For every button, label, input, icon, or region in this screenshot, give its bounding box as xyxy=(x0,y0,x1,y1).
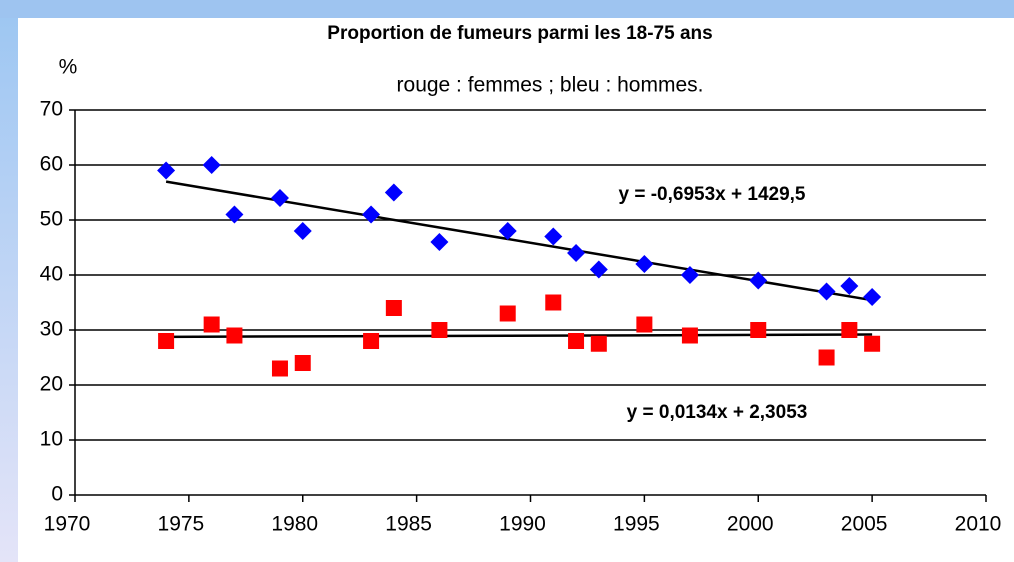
marker xyxy=(863,288,882,306)
marker xyxy=(864,335,881,352)
marker xyxy=(157,161,176,180)
marker xyxy=(270,189,289,207)
subtitle: rouge : femmes ; bleu : hommes. xyxy=(397,74,704,97)
y-tick-label: 20 xyxy=(40,373,63,396)
y-tick-label: 10 xyxy=(40,428,63,451)
marker xyxy=(362,205,381,224)
panel xyxy=(18,18,1014,562)
x-tick-label: 1970 xyxy=(44,513,91,536)
marker xyxy=(750,322,767,338)
x-tick-label: 2005 xyxy=(841,513,888,536)
x-tick-label: 1985 xyxy=(385,513,432,536)
marker xyxy=(841,322,858,338)
marker xyxy=(384,183,403,202)
marker xyxy=(680,266,699,284)
x-tick-label: 2000 xyxy=(727,513,774,536)
marker xyxy=(545,294,562,311)
marker xyxy=(158,333,175,349)
y-tick-label: 50 xyxy=(40,208,63,231)
y-axis-label: % xyxy=(59,56,78,79)
marker xyxy=(430,233,449,251)
chart-title: Proportion de fumeurs parmi les 18-75 an… xyxy=(327,23,712,44)
marker xyxy=(681,327,698,344)
marker xyxy=(567,244,586,262)
marker xyxy=(840,277,859,295)
marker xyxy=(363,333,380,349)
y-tick-label: 40 xyxy=(40,263,63,286)
marker xyxy=(202,156,221,174)
marker xyxy=(203,316,220,333)
marker xyxy=(635,255,654,273)
marker xyxy=(271,360,288,377)
x-tick-label: 1995 xyxy=(613,513,660,536)
marker xyxy=(385,300,402,316)
x-tick-label: 1990 xyxy=(499,513,546,536)
marker xyxy=(225,205,244,224)
marker xyxy=(568,333,585,349)
marker xyxy=(544,227,563,246)
marker xyxy=(431,322,448,338)
x-tick-label: 1980 xyxy=(271,513,318,536)
marker xyxy=(817,282,836,301)
marker xyxy=(498,222,517,240)
marker xyxy=(226,327,243,344)
y-tick-label: 30 xyxy=(40,318,63,341)
y-tick-label: 60 xyxy=(40,153,63,176)
marker xyxy=(499,305,516,322)
trend-equation: y = -0,6953x + 1429,5 xyxy=(619,184,806,205)
marker xyxy=(293,222,312,240)
marker xyxy=(589,260,608,279)
marker xyxy=(636,316,653,333)
x-tick-label: 1975 xyxy=(158,513,205,536)
y-tick-label: 70 xyxy=(40,98,63,121)
y-tick-label: 0 xyxy=(51,483,63,506)
top-band xyxy=(0,0,1014,18)
marker xyxy=(749,271,768,290)
x-tick-label: 2010 xyxy=(955,513,1002,536)
marker xyxy=(294,355,311,371)
trend-equation: y = 0,0134x + 2,3053 xyxy=(627,402,808,423)
marker xyxy=(590,335,607,352)
marker xyxy=(818,349,835,366)
